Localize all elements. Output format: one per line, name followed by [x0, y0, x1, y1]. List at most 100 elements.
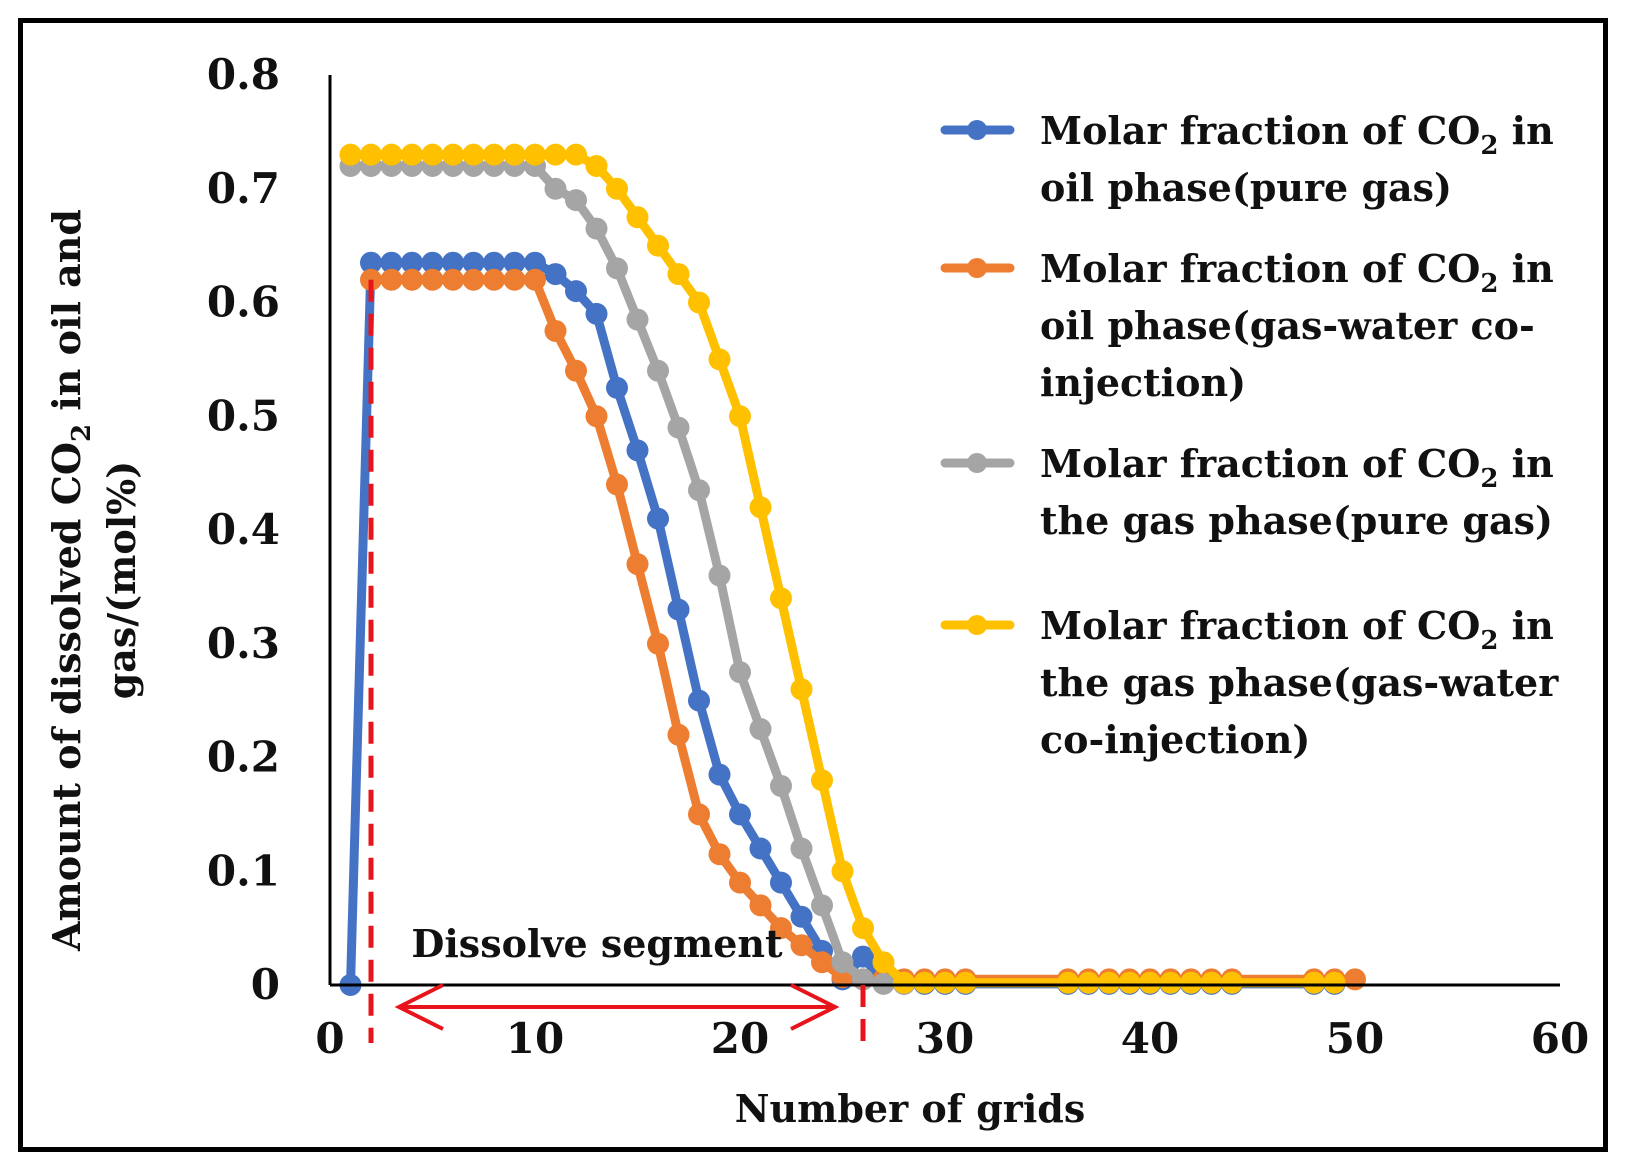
data-point	[790, 905, 813, 928]
data-point	[401, 268, 423, 291]
legend-label-text: the gas phase(pure gas)	[1040, 498, 1553, 543]
data-point	[544, 177, 567, 200]
data-point	[749, 718, 772, 741]
data-point	[544, 263, 567, 286]
data-point	[770, 587, 792, 610]
legend-label-text: oil phase(gas-water co-	[1040, 303, 1535, 348]
data-point	[524, 268, 546, 291]
data-point	[421, 268, 444, 291]
data-point	[1139, 971, 1161, 994]
data-point	[421, 251, 444, 274]
data-point	[1118, 971, 1141, 994]
data-point	[462, 268, 485, 291]
x-tick-label: 20	[711, 1014, 769, 1063]
legend-label-subscript: 2	[1480, 131, 1498, 161]
data-point	[934, 971, 956, 994]
data-point	[565, 280, 587, 303]
legend-label: Molar fraction of CO2 in	[1040, 603, 1554, 656]
data-point	[1077, 971, 1100, 994]
legend-label-text: injection)	[1040, 360, 1246, 405]
data-point	[626, 308, 649, 331]
legend-label-text: the gas phase(gas-water	[1040, 660, 1559, 705]
legend-label-subscript: 2	[1480, 626, 1498, 656]
data-point	[442, 251, 464, 274]
data-point	[401, 143, 423, 166]
data-point	[442, 143, 464, 166]
y-tick-label: 0.2	[207, 733, 280, 782]
legend-label-text: in	[1498, 108, 1553, 153]
data-point	[585, 217, 608, 240]
data-point	[339, 143, 362, 166]
data-point	[1180, 971, 1202, 994]
data-point	[729, 661, 751, 684]
y-tick-label: 0.5	[207, 391, 280, 440]
legend-swatch-marker	[967, 120, 987, 140]
y-tick-label: 0.1	[207, 846, 280, 895]
legend-label-text: Molar fraction of CO	[1040, 108, 1480, 153]
data-point	[1200, 971, 1223, 994]
segment-arrow-right-head	[790, 983, 840, 1031]
data-point	[483, 251, 505, 274]
data-point	[647, 632, 669, 655]
legend-label-subscript: 2	[1480, 464, 1498, 494]
legend-label-text: oil phase(pure gas)	[1040, 165, 1452, 210]
data-point	[544, 143, 567, 166]
legend-swatch-marker	[967, 615, 987, 635]
x-tick-label: 30	[916, 1014, 974, 1063]
data-point	[749, 837, 772, 860]
legend-label: Molar fraction of CO2 in	[1040, 108, 1554, 161]
data-point	[647, 507, 669, 530]
axes-layer	[328, 75, 1560, 987]
data-point	[708, 348, 731, 371]
data-point	[606, 473, 628, 496]
y-axis-title: Amount of dissolved CO2 in oil and	[44, 209, 97, 952]
data-point	[647, 359, 669, 382]
data-point	[585, 302, 608, 325]
data-point	[667, 598, 690, 621]
legend-label-text: in	[1498, 246, 1553, 291]
data-point	[688, 689, 710, 712]
data-point	[585, 155, 608, 177]
data-point	[524, 143, 546, 166]
data-point	[647, 234, 669, 257]
data-point	[831, 860, 854, 883]
data-point	[811, 951, 833, 974]
data-point	[893, 971, 915, 994]
data-point	[688, 479, 710, 502]
legend-label: Molar fraction of CO2 in	[1040, 246, 1554, 299]
x-axis-title: Number of grids	[735, 1086, 1085, 1131]
data-point	[380, 268, 403, 291]
data-point	[360, 251, 382, 274]
data-point	[401, 251, 423, 274]
data-point	[708, 763, 731, 786]
x-tick-label: 10	[506, 1014, 564, 1063]
x-tick-label: 60	[1531, 1014, 1589, 1063]
data-point	[770, 917, 792, 940]
data-point	[749, 496, 772, 519]
legend-label: the gas phase(gas-water	[1040, 660, 1559, 705]
data-point	[380, 143, 403, 166]
y-axis-title-line1-a: Amount of dissolved CO	[44, 442, 89, 952]
data-point	[688, 291, 710, 314]
legend-label: Molar fraction of CO2 in	[1040, 441, 1554, 494]
data-point	[790, 837, 813, 860]
data-point	[1303, 971, 1325, 994]
data-point	[708, 843, 731, 866]
y-tick-label: 0.6	[207, 278, 280, 327]
data-point	[811, 769, 833, 792]
data-point	[606, 257, 628, 280]
legend-label-text: Molar fraction of CO	[1040, 246, 1480, 291]
data-point	[565, 359, 587, 382]
data-point	[565, 143, 587, 166]
legend-label-text: Molar fraction of CO	[1040, 441, 1480, 486]
data-point	[626, 553, 649, 576]
data-point	[1221, 971, 1243, 994]
data-point	[770, 871, 792, 894]
legend-label: injection)	[1040, 360, 1246, 405]
annotation-layer: Dissolve segment	[368, 279, 866, 1043]
data-point	[565, 189, 587, 212]
